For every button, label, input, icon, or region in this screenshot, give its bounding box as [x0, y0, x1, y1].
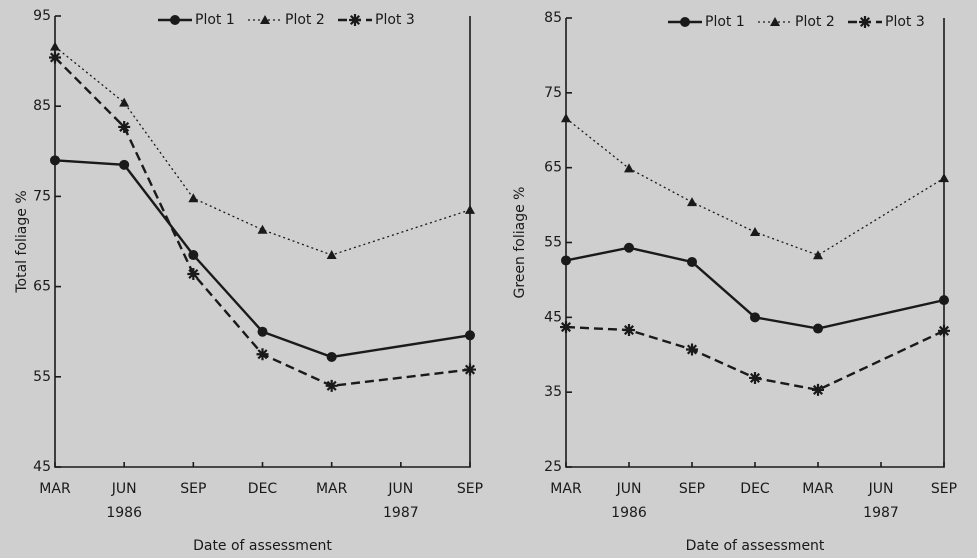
marker	[680, 17, 690, 27]
marker	[687, 256, 697, 267]
y-tick-label: 25	[544, 459, 562, 475]
series-line	[565, 325, 945, 392]
marker	[750, 312, 760, 323]
y-axis-label: Total foliage %	[14, 190, 30, 293]
marker	[257, 224, 268, 234]
axis-frame	[54, 16, 471, 468]
y-tick-label: 95	[33, 8, 51, 24]
x-tick-label: JUN	[616, 481, 642, 497]
legend-label: Plot 2	[285, 12, 325, 28]
y-tick-label: 45	[33, 459, 51, 475]
marker	[257, 326, 268, 337]
marker	[812, 383, 824, 396]
marker	[349, 14, 361, 26]
x-tick-label: JUN	[868, 481, 894, 497]
x-tick-label: SEP	[180, 481, 206, 497]
year-label: 1986	[611, 505, 647, 521]
legend-label: Plot 1	[705, 14, 745, 30]
series-line	[54, 46, 471, 256]
marker	[561, 255, 571, 266]
marker	[118, 120, 131, 133]
marker	[939, 295, 949, 306]
y-axis-label: Green foliage %	[512, 187, 528, 299]
y-tick-label: 55	[544, 235, 562, 251]
x-axis-label: Date of assessment	[193, 538, 332, 554]
x-tick-label: MAR	[39, 481, 71, 497]
chart-panel: 45 55 65 75 85 95 MAR JUN SEP DEC MAR JUN SEP 1986 198…	[14, 8, 483, 554]
x-tick-label: JUN	[111, 481, 137, 497]
marker	[170, 15, 180, 25]
marker	[623, 324, 635, 337]
series-line	[565, 117, 945, 256]
x-tick-label: MAR	[550, 481, 582, 497]
marker	[624, 163, 634, 173]
y-tick-label: 85	[544, 10, 562, 26]
marker	[326, 250, 337, 260]
legend-label: Plot 1	[195, 12, 235, 28]
x-tick-label: DEC	[248, 481, 278, 497]
marker	[119, 97, 130, 107]
marker	[560, 321, 572, 334]
marker	[325, 379, 338, 392]
year-label: 1987	[863, 505, 899, 521]
x-tick-label: MAR	[316, 481, 348, 497]
marker	[465, 330, 475, 341]
marker	[326, 351, 337, 362]
marker	[188, 250, 199, 261]
y-tick-label: 35	[544, 384, 562, 400]
chart-panel: 25 35 45 55 65 75 85 MAR JUN SEP DEC MAR JUN SEP 1986 1…	[512, 10, 957, 554]
x-tick-label: MAR	[802, 481, 834, 497]
marker	[561, 113, 571, 123]
marker	[813, 250, 823, 260]
y-tick-label: 65	[33, 279, 51, 295]
series-line	[54, 56, 471, 388]
y-tick-label: 75	[33, 188, 51, 204]
legend-label: Plot 3	[375, 12, 415, 28]
x-tick-label: DEC	[740, 481, 770, 497]
year-label: 1987	[383, 505, 419, 521]
series-line	[565, 246, 945, 330]
x-axis-label: Date of assessment	[686, 538, 825, 554]
marker	[187, 267, 200, 280]
marker	[624, 242, 634, 253]
marker	[188, 193, 199, 203]
marker	[938, 324, 950, 337]
marker	[256, 348, 269, 361]
y-tick-label: 65	[544, 160, 562, 176]
marker	[119, 159, 130, 170]
marker	[50, 155, 60, 166]
y-tick-label: 55	[33, 369, 51, 385]
marker	[465, 204, 475, 214]
y-tick-label: 45	[544, 309, 562, 325]
marker	[859, 16, 871, 28]
y-tick-label: 75	[544, 85, 562, 101]
marker	[50, 41, 60, 51]
marker	[750, 227, 760, 237]
marker	[749, 371, 761, 384]
marker	[687, 197, 697, 207]
legend-label: Plot 3	[885, 14, 925, 30]
marker	[49, 51, 61, 64]
year-label: 1986	[106, 505, 142, 521]
series-line	[54, 159, 471, 359]
x-tick-label: JUN	[387, 481, 413, 497]
marker	[939, 173, 949, 183]
axis-frame	[565, 18, 945, 468]
x-tick-label: SEP	[457, 481, 483, 497]
marker	[770, 17, 780, 26]
x-tick-label: SEP	[931, 481, 957, 497]
legend-label: Plot 2	[795, 14, 835, 30]
x-tick-label: SEP	[679, 481, 705, 497]
marker	[686, 343, 698, 356]
marker	[813, 323, 823, 334]
marker	[260, 15, 270, 24]
y-tick-label: 85	[33, 98, 51, 114]
marker	[464, 363, 476, 376]
